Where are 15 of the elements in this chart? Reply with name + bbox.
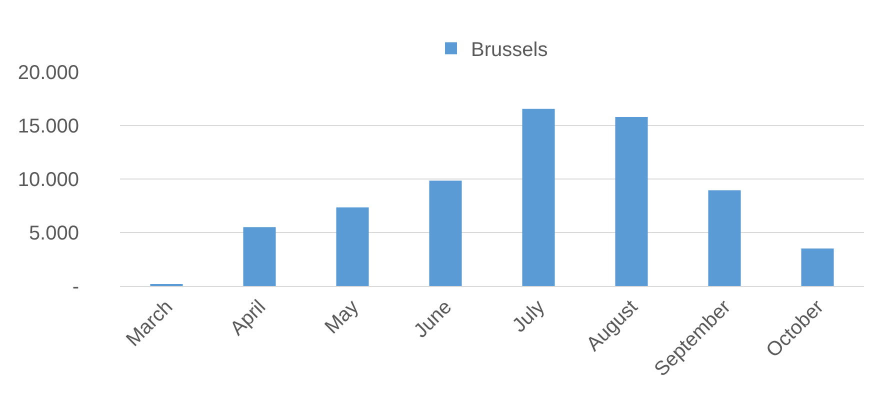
bar [429,180,462,286]
bar [243,227,276,286]
y-tick-label: - [72,276,79,298]
y-tick-label: 10.000 [18,169,79,191]
bar [522,108,555,286]
bar [708,190,741,286]
y-tick-label: 20.000 [18,62,79,84]
y-tick-label: 15.000 [18,116,79,138]
y-tick-label: 5.000 [28,222,79,244]
x-tick-label: May [320,296,364,338]
legend-label: Brussels [471,39,548,62]
bar [801,248,834,286]
bar [615,116,648,286]
x-tick-label: July [508,296,550,337]
bar [336,207,369,286]
